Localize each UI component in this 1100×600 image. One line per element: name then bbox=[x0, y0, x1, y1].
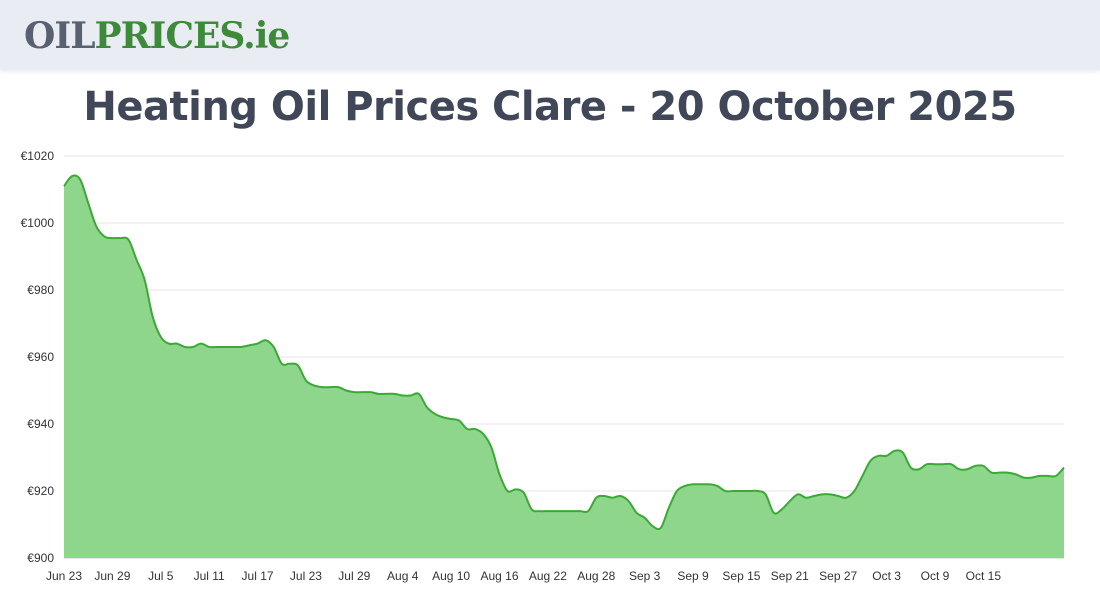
x-tick-label: Jun 23 bbox=[46, 569, 82, 583]
x-tick-label: Oct 3 bbox=[872, 569, 901, 583]
x-tick-label: Jul 11 bbox=[194, 569, 225, 583]
x-tick-label: Jun 29 bbox=[94, 569, 130, 583]
x-tick-label: Jul 17 bbox=[242, 569, 274, 583]
x-tick-label: Jul 23 bbox=[290, 569, 322, 583]
logo-text-domain: .ie bbox=[243, 15, 290, 57]
chart-title: Heating Oil Prices Clare - 20 October 20… bbox=[83, 84, 1017, 130]
y-tick-label: €960 bbox=[27, 350, 54, 364]
x-tick-label: Aug 10 bbox=[432, 569, 470, 583]
x-tick-label: Oct 9 bbox=[921, 569, 950, 583]
x-tick-label: Aug 28 bbox=[577, 569, 615, 583]
x-tick-label: Aug 16 bbox=[480, 569, 518, 583]
y-tick-label: €920 bbox=[27, 484, 54, 498]
x-tick-label: Sep 27 bbox=[819, 569, 857, 583]
logo-text-prices: PRICES bbox=[94, 15, 245, 57]
y-tick-label: €1000 bbox=[21, 216, 55, 230]
x-tick-label: Sep 15 bbox=[722, 569, 760, 583]
price-area-fill bbox=[64, 175, 1064, 559]
x-tick-label: Aug 4 bbox=[387, 569, 419, 583]
y-tick-label: €900 bbox=[27, 551, 54, 565]
x-tick-label: Oct 15 bbox=[966, 569, 1002, 583]
x-tick-label: Sep 21 bbox=[771, 569, 809, 583]
x-tick-label: Sep 3 bbox=[629, 569, 661, 583]
y-tick-label: €980 bbox=[27, 283, 54, 297]
x-tick-label: Sep 9 bbox=[677, 569, 709, 583]
y-tick-label: €1020 bbox=[21, 149, 55, 163]
logo-text-oil: OIL bbox=[24, 15, 96, 57]
x-tick-label: Jul 5 bbox=[148, 569, 174, 583]
x-tick-label: Aug 22 bbox=[529, 569, 567, 583]
site-header: OILPRICES.ie bbox=[0, 0, 1100, 70]
y-tick-label: €940 bbox=[27, 417, 54, 431]
x-tick-label: Jul 29 bbox=[338, 569, 370, 583]
price-series-line bbox=[63, 174, 1065, 531]
site-logo[interactable]: OILPRICES.ie bbox=[24, 12, 290, 60]
